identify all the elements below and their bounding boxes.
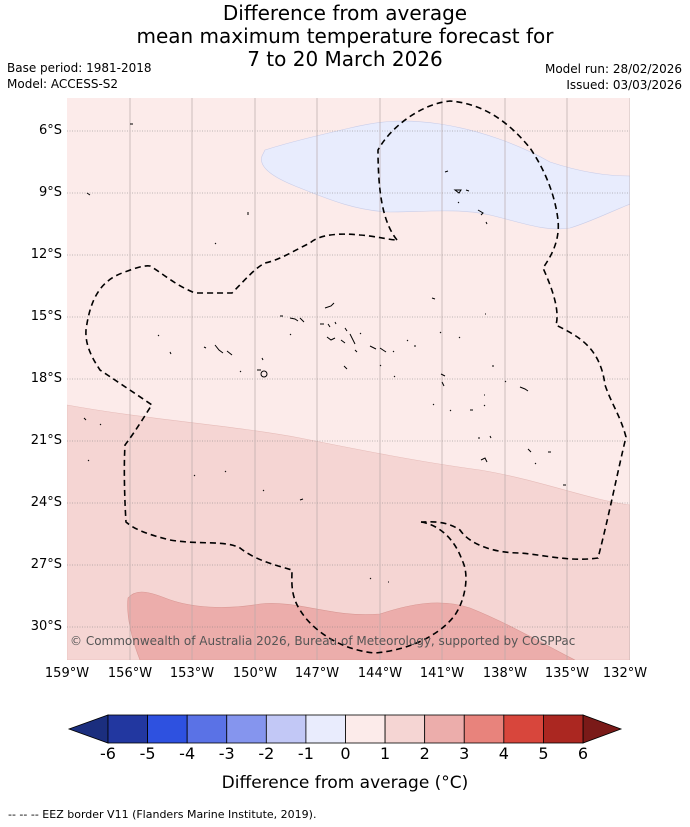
copyright-notice: © Commonwealth of Australia 2026, Bureau… xyxy=(70,634,576,648)
colorbar-tick-label: -1 xyxy=(297,744,314,763)
lat-label-21s: 21°S xyxy=(30,433,62,448)
eez-borders xyxy=(85,100,627,654)
lat-label-9s: 9°S xyxy=(38,185,62,200)
colorbar-swatch xyxy=(424,714,465,744)
colorbar xyxy=(67,714,623,744)
model-name: Model: ACCESS-S2 xyxy=(7,77,119,91)
eez-footnote: -- -- -- EEZ border V11 (Flanders Marine… xyxy=(8,808,317,821)
map-title: Difference from average mean maximum tem… xyxy=(0,2,690,71)
meta-left: Base period: 1981-2018 Model: ACCESS-S2 xyxy=(7,60,152,92)
lon-label-141w: 141°W xyxy=(419,666,465,681)
colorbar-tick-label: -2 xyxy=(258,744,275,763)
islands xyxy=(83,123,566,583)
band-1-2 xyxy=(67,404,630,660)
issued-date: Issued: 03/03/2026 xyxy=(566,78,682,92)
colorbar-swatch xyxy=(503,714,544,744)
base-period: Base period: 1981-2018 xyxy=(7,61,152,75)
lat-label-18s: 18°S xyxy=(30,371,62,386)
lat-label-15s: 15°S xyxy=(30,309,62,324)
lon-label-153w: 153°W xyxy=(169,666,215,681)
colorbar-swatch xyxy=(345,714,386,744)
colorbar-tick-label: 0 xyxy=(340,744,351,763)
lat-label-6s: 6°S xyxy=(38,123,62,138)
title-line-3: 7 to 20 March 2026 xyxy=(247,47,443,71)
colorbar-title: Difference from average (°C) xyxy=(221,773,469,793)
colorbar-tick-label: 1 xyxy=(379,744,391,763)
colorbar-swatch xyxy=(107,714,148,744)
colorbar-tick-label: 6 xyxy=(577,744,589,763)
colorbar-swatch xyxy=(543,714,584,744)
colorbar-tick-label: 2 xyxy=(419,744,430,763)
lon-label-138w: 138°W xyxy=(482,666,528,681)
colorbar-tick-label: -5 xyxy=(139,744,156,763)
title-line-2: mean maximum temperature forecast for xyxy=(136,24,554,48)
colorbar-tick-label: -4 xyxy=(179,744,196,763)
colorbar-swatch xyxy=(147,714,188,744)
colorbar-extend-high xyxy=(582,714,623,744)
band-minus1-0 xyxy=(261,120,630,230)
colorbar-swatch xyxy=(305,714,346,744)
colorbar-tick-label: 4 xyxy=(498,744,509,763)
colorbar-tick-label: 5 xyxy=(538,744,549,763)
lon-label-159w: 159°W xyxy=(44,666,90,681)
model-run: Model run: 28/02/2026 xyxy=(544,62,682,76)
colorbar-swatch xyxy=(463,714,505,744)
colorbar-tick-label: -6 xyxy=(100,744,116,763)
lat-label-27s: 27°S xyxy=(30,557,62,572)
colorbar-extend-low xyxy=(67,714,109,744)
lon-label-147w: 147°W xyxy=(294,666,340,681)
colorbar-swatch xyxy=(186,714,228,744)
lon-label-144w: 144°W xyxy=(357,666,403,681)
lat-label-24s: 24°S xyxy=(30,495,62,510)
lon-label-156w: 156°W xyxy=(107,666,153,681)
colorbar-tick-label: -3 xyxy=(218,744,235,763)
title-line-1: Difference from average xyxy=(222,1,468,25)
colorbar-swatch xyxy=(226,714,267,744)
colorbar-swatch xyxy=(384,714,426,744)
lat-label-12s: 12°S xyxy=(30,247,62,262)
colorbar-tick-label: 3 xyxy=(459,744,470,763)
lon-label-135w: 135°W xyxy=(544,666,590,681)
lat-label-30s: 30°S xyxy=(30,619,62,634)
lon-label-132w: 132°W xyxy=(602,666,648,681)
lon-label-150w: 150°W xyxy=(232,666,278,681)
colorbar-swatch xyxy=(265,714,307,744)
meta-right: Model run: 28/02/2026 Issued: 03/03/2026 xyxy=(545,61,682,93)
